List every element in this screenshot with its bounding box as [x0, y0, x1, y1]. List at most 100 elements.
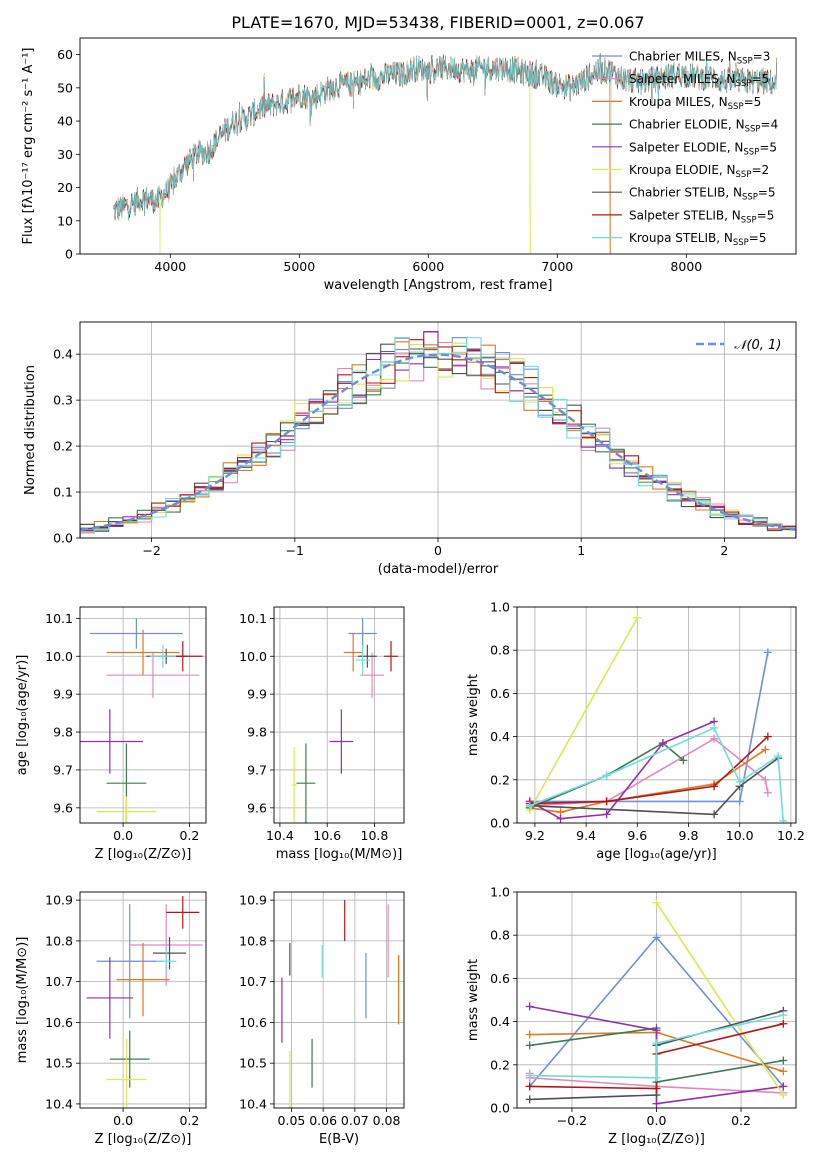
legend-label: Kroupa STELIB, NSSP=5 [629, 231, 767, 248]
plot-area [86, 896, 203, 1108]
legend-label: Chabrier ELODIE, NSSP=4 [629, 118, 778, 135]
mass-vs-reddening-panel: 0.05 0.06 0.07 0.08 10.4 10.5 10.6 10.7 10.8 10.9… [239, 891, 405, 1147]
plot-area [113, 52, 777, 254]
x-tick-label: 0.0 [647, 1113, 667, 1128]
x-axis-label: wavelength [Angstrom, rest frame] [324, 278, 553, 293]
errorbar-kroupa-miles [343, 633, 363, 672]
y-tick-label: 10.1 [239, 611, 267, 626]
x-axis-label: age [log₁₀(age/yr)] [596, 847, 717, 862]
x-tick-label: 4000 [154, 259, 186, 274]
y-tick-label: 10.0 [45, 649, 73, 664]
x-tick-label: −2 [142, 543, 160, 558]
plot-area [525, 613, 788, 823]
x-tick-label: 0.08 [373, 1113, 401, 1128]
y-tick-label: 20 [57, 180, 73, 195]
y-tick-label: 0.8 [490, 643, 510, 658]
age-vs-mass-panel: 10.4 10.6 10.8 9.6 9.7 9.8 9.9 10.0 10.1 mass [lo… [239, 606, 405, 862]
errorbar-kroupa-miles [106, 629, 180, 676]
axes-frame [273, 891, 405, 1109]
x-tick-label: 0.0 [113, 1113, 133, 1128]
x-tick-label: 9.8 [679, 828, 699, 843]
x-tick-label: 8000 [670, 259, 702, 274]
errorbar-chabrier-stelib [357, 644, 377, 668]
y-tick-label: 9.6 [247, 800, 267, 815]
y-tick-label: 10.6 [239, 1015, 267, 1030]
errorbar-salpeter-miles [106, 652, 200, 698]
y-tick-label: 1.0 [490, 600, 510, 615]
y-tick-label: 0.3 [53, 393, 73, 408]
x-tick-label: 7000 [541, 259, 573, 274]
mass-weight-vs-metallicity-panel: −0.2 0.0 0.2 0.0 0.2 0.4 0.6 0.8 1.0 Z [log₁₀(Z/Z… [466, 885, 797, 1147]
axes-frame [79, 606, 207, 824]
errorbar-kroupa-elodie [96, 796, 157, 823]
errorbar-kroupa-elodie [106, 1038, 147, 1108]
y-tick-label: 10.4 [45, 1096, 73, 1111]
errorbar-chabrier-miles [89, 618, 183, 649]
y-tick-label: 0.4 [490, 1014, 510, 1029]
y-tick-label: 0.0 [490, 816, 510, 831]
y-tick-label: 10.5 [239, 1056, 267, 1071]
legend-label: 𝒩(0, 1) [734, 338, 781, 353]
y-tick-label: 0.8 [490, 928, 510, 943]
histogram-kroupa-stelib [80, 336, 796, 538]
series-kroupa-elodie [652, 898, 788, 1100]
y-axis-label: Flux [fλ10⁻¹⁷ erg cm⁻² s⁻¹ A⁻¹] [21, 48, 36, 245]
y-tick-label: 10 [57, 213, 73, 228]
x-tick-label: 9.2 [525, 828, 545, 843]
x-tick-label: 0 [434, 543, 442, 558]
legend-label: Kroupa ELODIE, NSSP=2 [629, 163, 769, 180]
errorbar-salpeter-elodie [329, 709, 354, 774]
x-axis-label: Z [log₁₀(Z/Z⊙)] [95, 1132, 192, 1147]
y-tick-label: 0.2 [490, 1057, 510, 1072]
errorbar-kroupa-stelib [156, 949, 177, 974]
y-tick-label: 0.4 [53, 347, 73, 362]
y-tick-label: 10.1 [45, 611, 73, 626]
axes-frame [79, 37, 797, 255]
y-tick-label: 0 [65, 247, 73, 262]
axes-frame [273, 606, 405, 824]
y-tick-label: 50 [57, 80, 73, 95]
errorbar-salpeter-stelib [383, 641, 399, 672]
x-tick-label: 10.0 [726, 828, 754, 843]
x-tick-label: −0.2 [557, 1113, 587, 1128]
spectrum-panel: 4000 5000 6000 7000 8000 0 10 20 30 40 50 60 wavelen… [21, 37, 797, 293]
y-tick-label: 0.2 [53, 439, 73, 454]
x-tick-label: −1 [286, 543, 304, 558]
y-tick-label: 0.6 [490, 971, 510, 986]
y-tick-label: 10.7 [239, 974, 267, 989]
legend-label: Salpeter ELODIE, NSSP=5 [629, 140, 777, 157]
y-axis-label: mass weight [466, 959, 481, 1041]
residuals-panel: −2 −1 0 1 2 0.0 0.1 0.2 0.3 0.4 (data-model)/error… [23, 321, 797, 577]
x-axis-label: Z [log₁₀(Z/Z⊙)] [95, 847, 192, 862]
plot-area [80, 618, 203, 823]
x-tick-label: 0.07 [341, 1113, 369, 1128]
x-tick-label: 5000 [283, 259, 315, 274]
errorbar-kroupa-miles [116, 942, 170, 1017]
plot-area [80, 331, 796, 538]
spectrum-legend: Chabrier MILES, NSSP=3 Salpeter MILES, NS… [592, 50, 778, 248]
y-tick-label: 0.0 [490, 1101, 510, 1116]
x-tick-label: 9.4 [576, 828, 596, 843]
mass-vs-metallicity-panel: 0.0 0.2 10.4 10.5 10.6 10.7 10.8 10.9 Z [log₁₀(Z… [15, 891, 207, 1147]
y-tick-label: 10.8 [239, 933, 267, 948]
axes-frame [516, 891, 797, 1109]
errorbar-chabrier-elodie [109, 1030, 150, 1088]
y-tick-label: 0.2 [490, 772, 510, 787]
y-tick-label: 9.7 [53, 762, 73, 777]
y-axis-label: mass weight [466, 674, 481, 756]
legend-label: Chabrier MILES, NSSP=3 [629, 50, 770, 67]
x-tick-label: 10.4 [266, 828, 294, 843]
y-tick-label: 40 [57, 114, 73, 129]
errorbar-salpeter-elodie [86, 957, 134, 1039]
y-tick-label: 10.8 [45, 933, 73, 948]
errorbar-salpeter-stelib [166, 896, 200, 929]
errorbar-salpeter-elodie [80, 709, 143, 774]
mass-weight-vs-age-panel: 9.2 9.4 9.6 9.8 10.0 10.2 0.0 0.2 0.4 0.6 0.8 1.0 ag… [466, 600, 805, 863]
x-tick-label: 1 [577, 543, 585, 558]
axes-frame [79, 891, 207, 1109]
x-tick-label: 0.0 [113, 828, 133, 843]
y-tick-label: 0.6 [490, 686, 510, 701]
series-kroupa-stelib [525, 1011, 788, 1082]
plot-area [291, 618, 399, 823]
